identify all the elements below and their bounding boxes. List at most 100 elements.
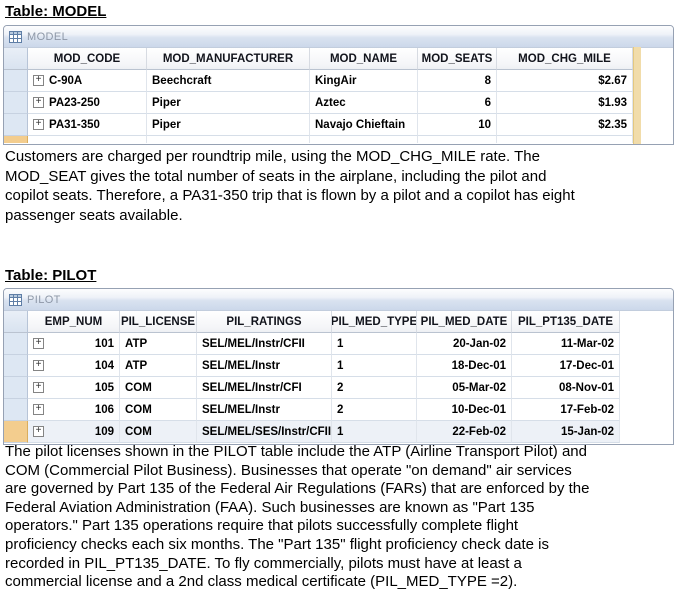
row-selector[interactable] xyxy=(4,114,28,136)
row-selector[interactable] xyxy=(4,377,28,399)
cell-empty[interactable] xyxy=(147,136,310,143)
row-selector[interactable] xyxy=(4,355,28,377)
cell-pil_med_date[interactable]: 10-Dec-01 xyxy=(417,399,512,421)
cell-pil_pt135_date[interactable]: 11-Mar-02 xyxy=(512,333,620,355)
cell-value: 105 xyxy=(94,381,114,394)
cell-empty[interactable] xyxy=(497,136,633,143)
cell-mod_name[interactable]: KingAir xyxy=(310,70,418,92)
cell-value: 109 xyxy=(94,425,114,438)
column-header-mod_chg_mile[interactable]: MOD_CHG_MILE xyxy=(497,48,633,70)
paragraph-line: The pilot licenses shown in the PILOT ta… xyxy=(5,443,587,460)
column-header-pil_med_date[interactable]: PIL_MED_DATE xyxy=(417,311,512,333)
cell-pil_ratings[interactable]: SEL/MEL/Instr/CFI xyxy=(197,377,332,399)
column-header-pil_med_type[interactable]: PIL_MED_TYPE xyxy=(332,311,417,333)
column-header-pil_license[interactable]: PIL_LICENSE xyxy=(120,311,197,333)
cell-value: PA23-250 xyxy=(49,96,100,109)
cell-mod_manufacturer[interactable]: Piper xyxy=(147,114,310,136)
cell-mod_name[interactable]: Aztec xyxy=(310,92,418,114)
cell-pil_pt135_date[interactable]: 17-Dec-01 xyxy=(512,355,620,377)
table-row: + PA23-250 Piper Aztec 6 $1.93 xyxy=(4,92,673,114)
model-window-titlebar[interactable]: MODEL xyxy=(4,26,673,48)
cell-mod_chg_mile[interactable]: $2.35 xyxy=(497,114,633,136)
expand-record-icon[interactable]: + xyxy=(33,97,44,108)
cell-mod_seats[interactable]: 10 xyxy=(418,114,497,136)
row-selector[interactable] xyxy=(4,399,28,421)
cell-emp_num[interactable]: +105 xyxy=(28,377,120,399)
cell-pil_pt135_date[interactable]: 08-Nov-01 xyxy=(512,377,620,399)
cell-pil_med_date[interactable]: 22-Feb-02 xyxy=(417,421,512,443)
cell-pil_pt135_date[interactable]: 15-Jan-02 xyxy=(512,421,620,443)
cell-mod_name[interactable]: Navajo Chieftain xyxy=(310,114,418,136)
cell-pil_pt135_date[interactable]: 17-Feb-02 xyxy=(512,399,620,421)
column-header-row: EMP_NUM PIL_LICENSE PIL_RATINGS PIL_MED_TYP… xyxy=(4,311,673,333)
cell-mod_manufacturer[interactable]: Beechcraft xyxy=(147,70,310,92)
expand-record-icon[interactable]: + xyxy=(33,360,44,371)
cell-pil_med_date[interactable]: 18-Dec-01 xyxy=(417,355,512,377)
pilot-window-titlebar[interactable]: PILOT xyxy=(4,289,673,311)
cell-pil_med_date[interactable]: 05-Mar-02 xyxy=(417,377,512,399)
expand-record-icon[interactable]: + xyxy=(33,404,44,415)
row-selector[interactable] xyxy=(4,333,28,355)
expand-record-icon[interactable]: + xyxy=(33,75,44,86)
cell-pil_ratings[interactable]: SEL/MEL/Instr xyxy=(197,399,332,421)
row-selector[interactable] xyxy=(4,70,28,92)
cell-pil_license[interactable]: COM xyxy=(120,399,197,421)
cell-mod_manufacturer[interactable]: Piper xyxy=(147,92,310,114)
cell-mod_seats[interactable]: 6 xyxy=(418,92,497,114)
cell-emp_num[interactable]: +109 xyxy=(28,421,120,443)
cell-mod_chg_mile[interactable]: $1.93 xyxy=(497,92,633,114)
cell-empty[interactable] xyxy=(28,136,147,143)
cell-pil_med_type[interactable]: 1 xyxy=(332,421,417,443)
column-header-mod_manufacturer[interactable]: MOD_MANUFACTURER xyxy=(147,48,310,70)
paragraph-line: proficiency checks each six months. The … xyxy=(5,535,549,553)
expand-record-icon[interactable]: + xyxy=(33,119,44,130)
table-row: +104 ATP SEL/MEL/Instr 1 18-Dec-01 17-Dec-01 xyxy=(4,355,673,377)
cell-empty[interactable] xyxy=(310,136,418,143)
row-selector[interactable] xyxy=(4,92,28,114)
cell-pil_license[interactable]: COM xyxy=(120,377,197,399)
expand-record-icon[interactable]: + xyxy=(33,382,44,393)
expand-record-icon[interactable]: + xyxy=(33,426,44,437)
cell-value: 101 xyxy=(94,337,114,350)
cell-pil_ratings[interactable]: SEL/MEL/Instr/CFII xyxy=(197,333,332,355)
model-section-title: Table: MODEL xyxy=(5,3,107,20)
row-selector[interactable] xyxy=(4,136,28,143)
cell-pil_med_type[interactable]: 1 xyxy=(332,355,417,377)
table-row: +101 ATP SEL/MEL/Instr/CFII 1 20-Jan-02 11-Ma… xyxy=(4,333,673,355)
cell-mod_code[interactable]: + C-90A xyxy=(28,70,147,92)
table-row: + C-90A Beechcraft KingAir 8 $2.67 xyxy=(4,70,673,92)
select-all-corner[interactable] xyxy=(4,311,28,333)
cell-pil_med_type[interactable]: 2 xyxy=(332,377,417,399)
column-header-mod_code[interactable]: MOD_CODE xyxy=(28,48,147,70)
cell-pil_ratings[interactable]: SEL/MEL/Instr xyxy=(197,355,332,377)
cell-pil_license[interactable]: ATP xyxy=(120,355,197,377)
cell-pil_license[interactable]: COM xyxy=(120,421,197,443)
select-all-corner[interactable] xyxy=(4,48,28,70)
cell-empty[interactable] xyxy=(418,136,497,143)
column-header-mod_seats[interactable]: MOD_SEATS xyxy=(418,48,497,70)
column-header-mod_name[interactable]: MOD_NAME xyxy=(310,48,418,70)
paragraph-line: are governed by Part 135 of the Federal … xyxy=(5,480,590,498)
paragraph-line: operators." Part 135 operations require … xyxy=(5,517,519,535)
paragraph-line: copilot seats. Therefore, a PA31-350 tri… xyxy=(5,187,575,204)
cell-pil_med_type[interactable]: 2 xyxy=(332,399,417,421)
cell-mod_seats[interactable]: 8 xyxy=(418,70,497,92)
paragraph-line: Customers are charged per roundtrip mile… xyxy=(5,148,540,165)
cell-mod_code[interactable]: + PA23-250 xyxy=(28,92,147,114)
cell-pil_med_date[interactable]: 20-Jan-02 xyxy=(417,333,512,355)
cell-emp_num[interactable]: +101 xyxy=(28,333,120,355)
model-window-title-label: MODEL xyxy=(27,30,69,43)
row-selector[interactable] xyxy=(4,421,28,443)
column-header-emp_num[interactable]: EMP_NUM xyxy=(28,311,120,333)
model-datasheet-window: MODEL MOD_CODE MOD_MANUFACTURER MOD_NAME MO… xyxy=(3,25,674,145)
column-header-pil_ratings[interactable]: PIL_RATINGS xyxy=(197,311,332,333)
cell-pil_ratings[interactable]: SEL/MEL/SES/Instr/CFII xyxy=(197,421,332,443)
cell-pil_license[interactable]: ATP xyxy=(120,333,197,355)
cell-pil_med_type[interactable]: 1 xyxy=(332,333,417,355)
column-header-pil_pt135_date[interactable]: PIL_PT135_DATE xyxy=(512,311,620,333)
cell-emp_num[interactable]: +106 xyxy=(28,399,120,421)
cell-emp_num[interactable]: +104 xyxy=(28,355,120,377)
cell-mod_code[interactable]: + PA31-350 xyxy=(28,114,147,136)
cell-mod_chg_mile[interactable]: $2.67 xyxy=(497,70,633,92)
expand-record-icon[interactable]: + xyxy=(33,338,44,349)
